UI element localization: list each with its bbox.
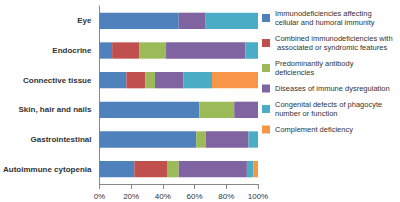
svg-text:associated or syndromic featur: associated or syndromic features [275, 43, 387, 52]
svg-text:cellular and humoral immunity: cellular and humoral immunity [275, 18, 375, 27]
svg-text:Gastrointestinal: Gastrointestinal [31, 135, 92, 144]
svg-text:60%: 60% [187, 192, 203, 201]
svg-text:Endocrine: Endocrine [52, 46, 92, 55]
svg-text:deficiencies: deficiencies [275, 68, 314, 77]
svg-text:80%: 80% [218, 192, 234, 201]
svg-text:40%: 40% [155, 192, 171, 201]
svg-text:Diseases of immune dysregulati: Diseases of immune dysregulation [275, 84, 390, 93]
svg-text:20%: 20% [123, 192, 139, 201]
svg-text:Connective tissue: Connective tissue [23, 76, 92, 85]
svg-text:0%: 0% [94, 192, 106, 201]
svg-text:number or function: number or function [275, 109, 338, 118]
svg-text:Congenital defects of phagocyt: Congenital defects of phagocyte [275, 100, 384, 109]
svg-text:Combined immunodeficiencies wi: Combined immunodeficiencies with [275, 34, 393, 43]
svg-text:Eye: Eye [77, 16, 92, 25]
svg-text:Complement deficiency: Complement deficiency [275, 125, 353, 134]
svg-text:100%: 100% [248, 192, 268, 201]
svg-text:Immunodeficiencies affecting: Immunodeficiencies affecting [275, 9, 374, 18]
svg-text:Autoimmune cytopenia: Autoimmune cytopenia [3, 165, 92, 174]
svg-text:Predominantly antibody: Predominantly antibody [275, 59, 355, 68]
svg-text:Skin, hair and nails: Skin, hair and nails [19, 105, 92, 114]
